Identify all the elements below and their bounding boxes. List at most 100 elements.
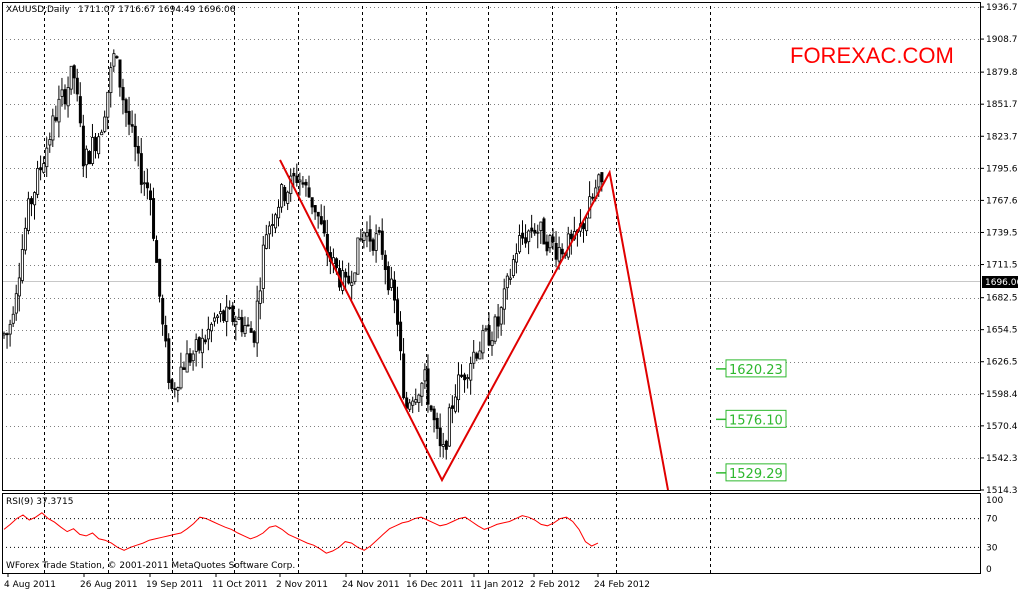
- candle-body: [8, 323, 12, 335]
- target-box: [725, 463, 787, 482]
- candle: [487, 312, 491, 347]
- candle-body: [527, 230, 531, 243]
- candle-body: [460, 374, 464, 377]
- candle: [176, 386, 180, 403]
- candle-body: [310, 197, 314, 208]
- candle: [460, 364, 464, 379]
- candle: [554, 231, 558, 268]
- candle: [194, 333, 198, 367]
- time-tick-label: 2 Nov 2011: [276, 580, 328, 590]
- candle-body: [353, 272, 357, 283]
- candle: [511, 254, 515, 279]
- candle: [475, 351, 479, 362]
- chart-frame: [2, 2, 981, 574]
- candle-body: [60, 89, 64, 97]
- candle: [496, 304, 500, 339]
- candle-body: [362, 232, 366, 241]
- price-tick-label: 1908.70: [986, 35, 1018, 45]
- candle: [39, 155, 43, 181]
- candle-body: [374, 233, 378, 251]
- candle: [63, 84, 67, 110]
- candle-body: [94, 137, 98, 152]
- candle-body: [463, 374, 467, 381]
- candle-body: [542, 218, 546, 245]
- candle-body: [176, 387, 180, 391]
- candle-body: [148, 190, 152, 201]
- rsi-line: [3, 512, 599, 554]
- candle: [533, 223, 537, 236]
- candle-body: [78, 96, 82, 124]
- candle-body: [402, 353, 406, 399]
- time-tick-label: 4 Aug 2011: [4, 580, 56, 590]
- candle-body: [472, 351, 476, 364]
- candle: [130, 110, 134, 133]
- candle-body: [69, 65, 73, 90]
- candle-body: [182, 367, 186, 370]
- time-tick-label: 19 Sep 2011: [146, 580, 203, 590]
- brand-watermark: FOREXAC.COM: [790, 43, 954, 68]
- candle-body: [26, 198, 30, 231]
- candle: [216, 314, 220, 324]
- candle-body: [316, 211, 320, 217]
- candle: [542, 216, 546, 245]
- candle: [197, 336, 201, 354]
- candle: [97, 133, 101, 159]
- candle: [237, 308, 241, 321]
- rsi-tick-label: 100: [986, 496, 1003, 506]
- candle: [30, 196, 34, 217]
- candle: [274, 212, 278, 234]
- candle: [374, 224, 378, 263]
- target-level: 1529.29: [716, 463, 787, 482]
- grid-lines: [2, 6, 980, 573]
- candle: [472, 339, 476, 369]
- candle-body: [386, 266, 390, 291]
- candle-body: [511, 259, 515, 276]
- candle-body: [91, 137, 95, 164]
- time-tick-label: 11 Jan 2012: [470, 580, 524, 590]
- price-panel-border: [2, 2, 981, 491]
- candle: [350, 270, 354, 300]
- candle: [136, 136, 140, 167]
- candle-body: [100, 131, 104, 136]
- price-tick-label: 1711.50: [986, 261, 1018, 271]
- candle: [499, 306, 503, 336]
- candle: [441, 432, 445, 458]
- candle-body: [115, 56, 119, 59]
- candle: [304, 179, 308, 197]
- candle: [481, 324, 485, 360]
- candle: [313, 204, 317, 220]
- candle: [524, 224, 528, 248]
- candle-body: [197, 337, 201, 351]
- candle-body: [139, 153, 143, 185]
- candle-body: [11, 313, 15, 324]
- candle: [301, 176, 305, 188]
- time-tick-label: 24 Nov 2011: [342, 580, 400, 590]
- candle: [362, 231, 366, 249]
- candle-body: [307, 187, 311, 198]
- candle: [566, 226, 570, 260]
- candle-body: [319, 216, 323, 225]
- candle: [463, 372, 467, 393]
- target-label: 1576.10: [729, 413, 783, 428]
- candle-body: [411, 400, 415, 406]
- price-axis[interactable]: 1936.75 1908.70 1879.80 1851.75 1823.70 1795.…: [980, 3, 1018, 496]
- candle-body: [359, 238, 363, 241]
- candle: [582, 221, 586, 243]
- candle-body: [243, 325, 247, 334]
- candle-body: [127, 110, 131, 125]
- candle-body: [219, 311, 223, 315]
- candle-body: [432, 408, 436, 421]
- price-tick-label: 1936.75: [986, 3, 1018, 13]
- candle-body: [447, 407, 451, 447]
- candle: [209, 322, 213, 343]
- candle: [75, 68, 79, 102]
- candle-body: [304, 181, 308, 186]
- candle: [444, 439, 448, 460]
- target-label: 1620.23: [729, 363, 783, 378]
- rsi-tick-label: 30: [986, 543, 998, 553]
- candle: [54, 105, 58, 123]
- candle: [438, 413, 442, 458]
- candle: [280, 183, 284, 213]
- candle-body: [450, 405, 454, 409]
- time-axis[interactable]: 4 Aug 2011 26 Aug 2011 19 Sep 2011 11 Oct 2…: [4, 573, 650, 590]
